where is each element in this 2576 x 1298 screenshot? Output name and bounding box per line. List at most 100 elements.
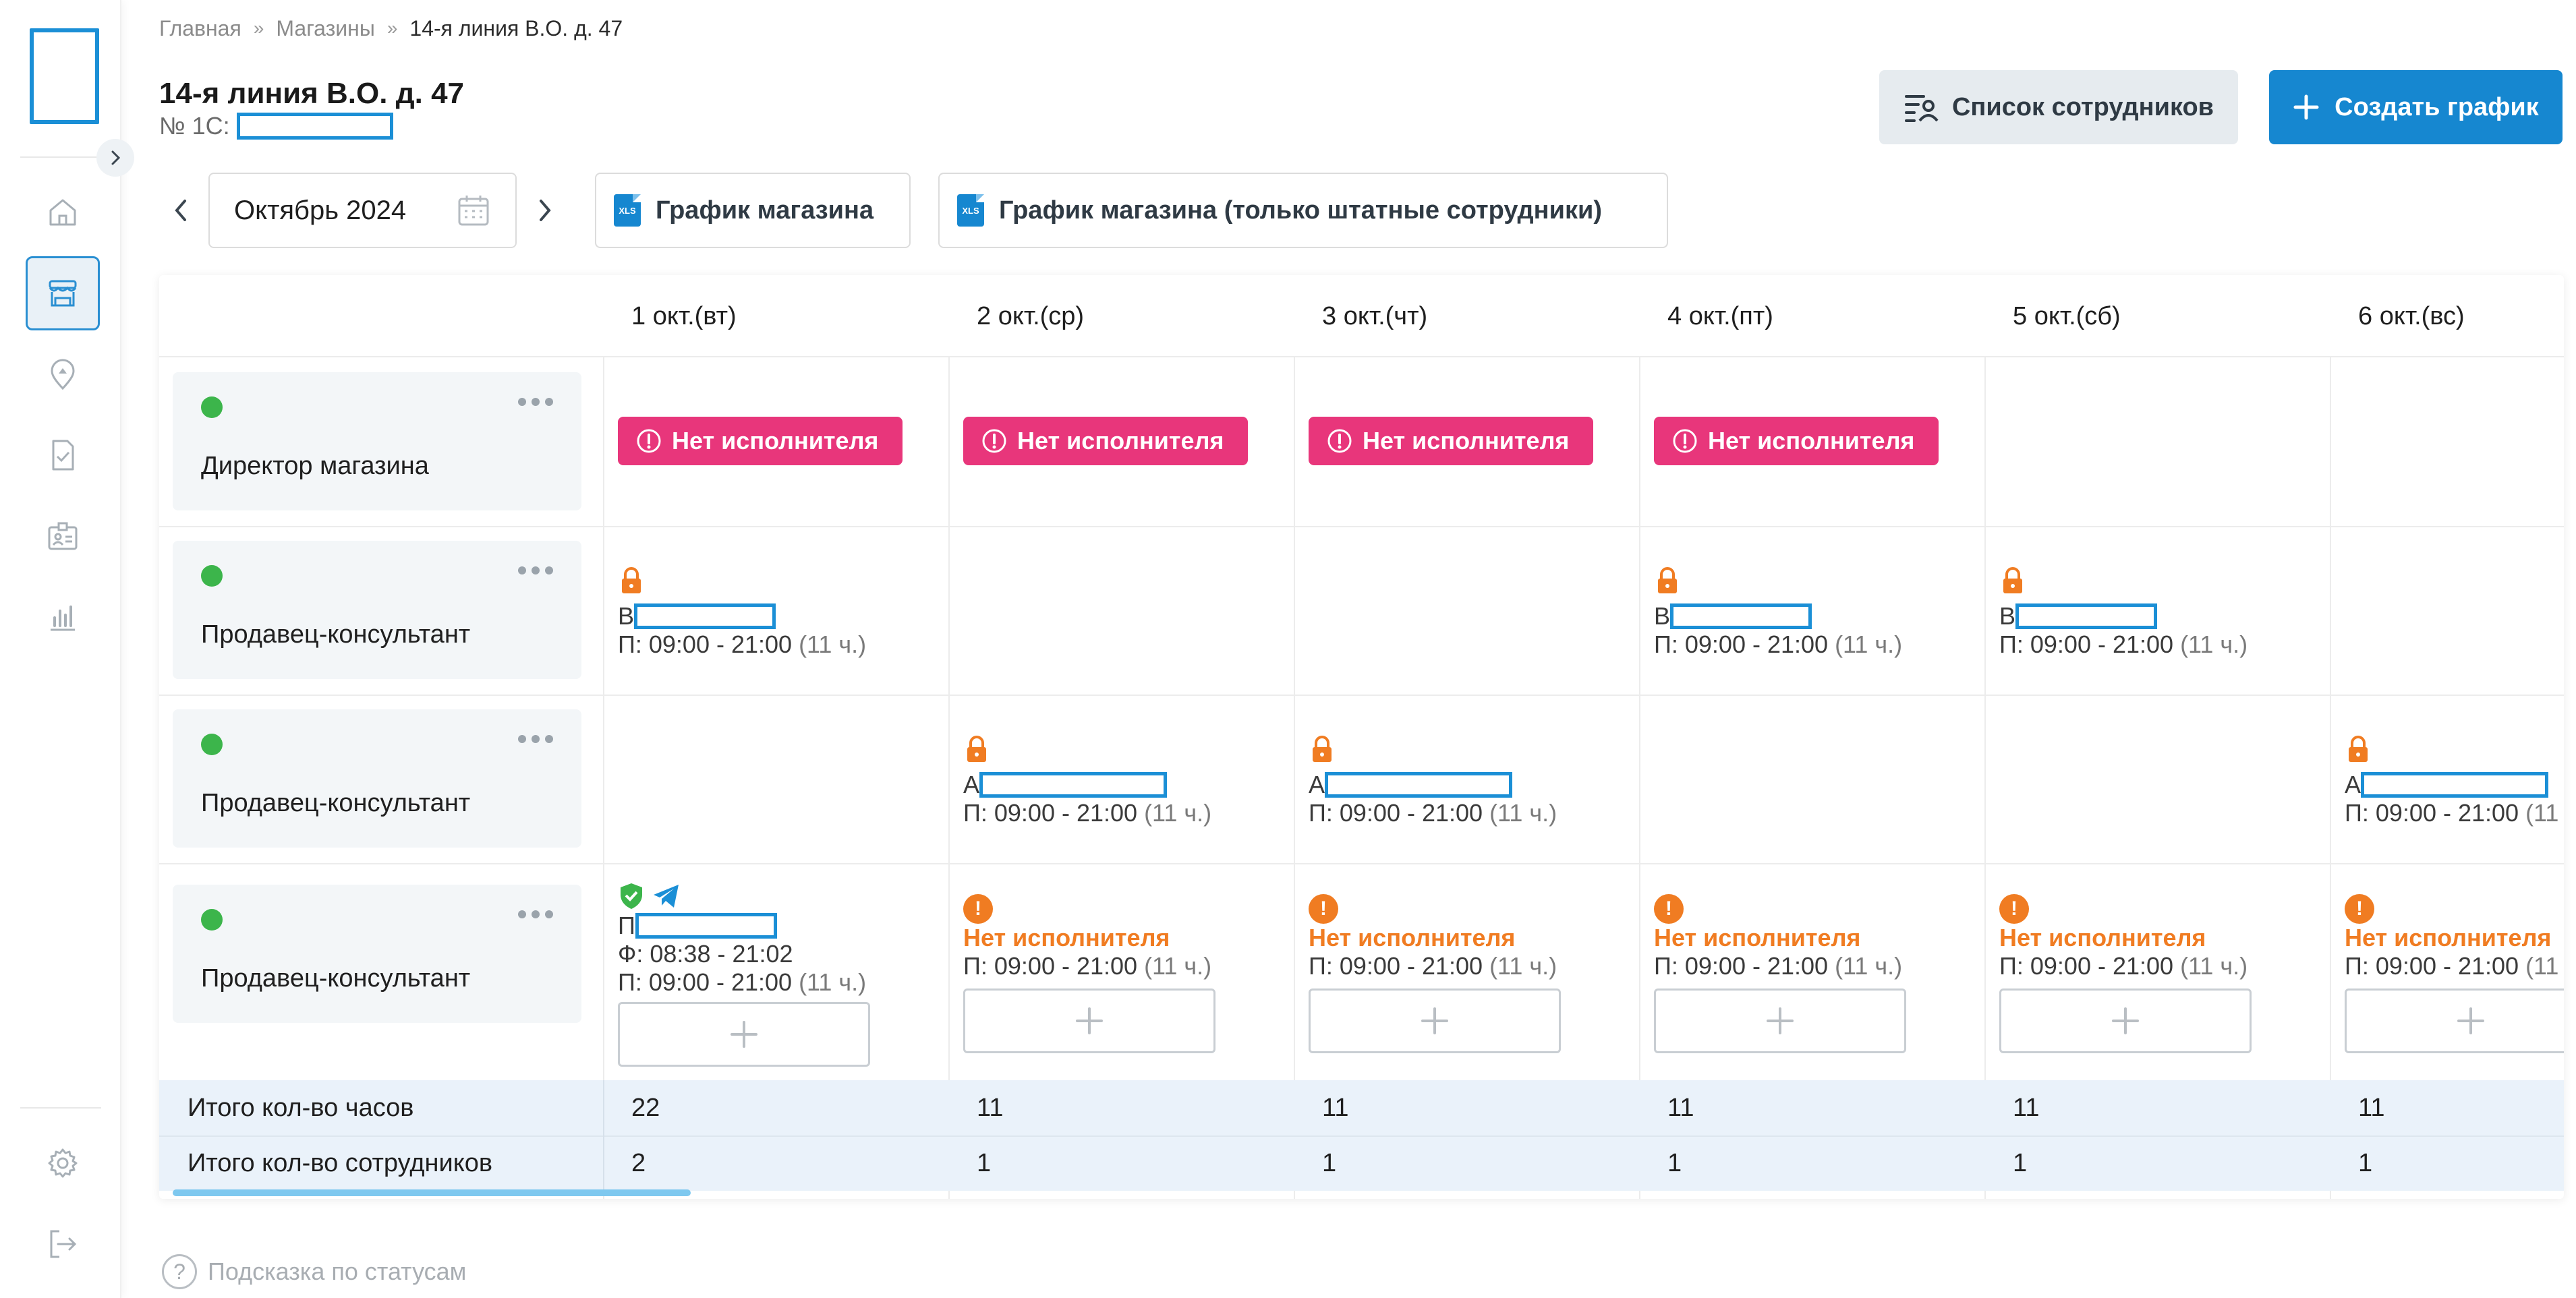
sidebar-item-tasks[interactable] xyxy=(26,418,100,492)
add-shift-button[interactable] xyxy=(1999,989,2252,1053)
create-schedule-button[interactable]: Создать график xyxy=(2269,70,2563,144)
add-shift-button[interactable] xyxy=(2345,989,2564,1053)
totals-staff-value: 2 xyxy=(631,1149,646,1177)
employee-name-redacted xyxy=(979,772,1168,798)
sidebar-expand-button[interactable] xyxy=(96,139,134,177)
store-code-label: № 1С: xyxy=(159,112,230,140)
breadcrumb-home[interactable]: Главная xyxy=(159,16,241,40)
more-options-icon[interactable] xyxy=(518,735,553,743)
sidebar-item-staff[interactable] xyxy=(26,499,100,573)
alert-circle-icon xyxy=(982,429,1006,453)
more-options-icon[interactable] xyxy=(518,566,553,574)
shift-plan: П: 09:00 - 21:00 xyxy=(963,799,1138,827)
no-executor-badge[interactable]: Нет исполнителя xyxy=(618,417,903,465)
plus-icon xyxy=(2457,1007,2484,1034)
shift-cell[interactable]: В П: 09:00 - 21:00 (11 ч.) xyxy=(1654,566,1902,659)
unassigned-shift-cell[interactable]: ! Нет исполнителя П: 09:00 - 21:00 (11 ч… xyxy=(1999,894,2248,980)
page-title: 14-я линия В.О. д. 47 xyxy=(159,77,465,110)
row-divider xyxy=(159,526,2564,527)
staff-list-button[interactable]: Список сотрудников xyxy=(1879,70,2238,144)
employee-name-redacted xyxy=(1670,603,1812,629)
shift-plan: П: 09:00 - 21:00 xyxy=(963,952,1138,980)
totals-hours-label: Итого кол-во часов xyxy=(188,1094,414,1122)
shift-cell[interactable]: В П: 09:00 - 21:00 (11 ч.) xyxy=(618,566,866,659)
alert-icon: ! xyxy=(2345,894,2374,924)
breadcrumb: Главная » Магазины » 14-я линия В.О. д. … xyxy=(159,15,623,42)
month-picker[interactable]: Октябрь 2024 xyxy=(208,173,517,248)
lock-icon xyxy=(2003,567,2022,593)
role-label: Продавец-консультант xyxy=(201,964,471,993)
calendar-icon xyxy=(458,196,489,226)
shift-cell[interactable]: В П: 09:00 - 21:00 (11 ч.) xyxy=(1999,566,2248,659)
alert-circle-icon xyxy=(1673,429,1697,453)
chevron-right-icon xyxy=(540,200,551,221)
role-card-consultant[interactable]: Продавец-консультант xyxy=(173,885,581,1023)
sidebar-item-locations[interactable] xyxy=(26,337,100,411)
role-card-consultant[interactable]: Продавец-консультант xyxy=(173,709,581,848)
grid-header-row: 1 окт.(вт) 2 окт.(ср) 3 окт.(чт) 4 окт.(… xyxy=(159,275,2564,357)
horizontal-scrollbar[interactable] xyxy=(173,1189,691,1196)
next-month-button[interactable] xyxy=(526,191,564,229)
employee-initial: А xyxy=(1309,771,1325,798)
breadcrumb-stores[interactable]: Магазины xyxy=(276,16,375,40)
chevron-right-icon xyxy=(111,150,121,165)
unassigned-shift-cell[interactable]: ! Нет исполнителя П: 09:00 - 21:00 (11 ч… xyxy=(1654,894,1902,980)
more-options-icon[interactable] xyxy=(518,910,553,918)
create-schedule-label: Создать график xyxy=(2335,92,2539,121)
no-executor-badge[interactable]: Нет исполнителя xyxy=(1654,417,1939,465)
column-divider xyxy=(948,357,950,1199)
shift-hours: (11 ч.) xyxy=(1835,952,1903,980)
alert-circle-icon xyxy=(637,429,661,453)
shift-cell[interactable]: А П: 09:00 - 21:00 (11 ч.) xyxy=(1309,735,1557,827)
sidebar-item-logout[interactable] xyxy=(26,1207,100,1281)
prev-month-button[interactable] xyxy=(162,191,200,229)
map-pin-icon xyxy=(51,359,75,390)
no-executor-badge[interactable]: Нет исполнителя xyxy=(963,417,1248,465)
question-icon: ? xyxy=(162,1254,197,1289)
sidebar-item-stores[interactable] xyxy=(26,256,100,330)
telegram-icon xyxy=(654,885,679,908)
unassigned-shift-cell[interactable]: ! Нет исполнителя П: 09:00 - 21:00 (11 ч… xyxy=(963,894,1211,980)
totals-hours-value: 11 xyxy=(2013,1094,2040,1122)
add-shift-button[interactable] xyxy=(618,1002,870,1067)
store-code-redacted xyxy=(236,113,393,140)
unassigned-shift-cell[interactable]: ! Нет исполнителя П: 09:00 - 21:00 (11 ч… xyxy=(2345,894,2562,980)
status-hint-label: Подсказка по статусам xyxy=(208,1258,467,1285)
lock-icon xyxy=(1658,567,1677,593)
shift-cell[interactable]: А П: 09:00 - 21:00 (11 ч.) xyxy=(2345,735,2562,827)
shift-hours: (11 ч.) xyxy=(799,968,867,996)
export-store-schedule-button[interactable]: XLS График магазина xyxy=(595,173,911,248)
day-header: 1 окт.(вт) xyxy=(631,302,737,330)
shift-cell[interactable]: А П: 09:00 - 21:00 (11 ч.) xyxy=(963,735,1211,827)
no-executor-badge[interactable]: Нет исполнителя xyxy=(1309,417,1593,465)
role-card-consultant[interactable]: Продавец-консультант xyxy=(173,541,581,679)
alert-icon: ! xyxy=(963,894,993,924)
unassigned-shift-cell[interactable]: ! Нет исполнителя П: 09:00 - 21:00 (11 ч… xyxy=(1309,894,1557,980)
employee-initial: В xyxy=(1999,602,2016,630)
export-store-staff-schedule-button[interactable]: XLS График магазина (только штатные сотр… xyxy=(938,173,1668,248)
add-shift-button[interactable] xyxy=(1309,989,1561,1053)
sidebar-item-home[interactable] xyxy=(26,175,100,249)
row-divider xyxy=(159,863,2564,864)
employee-initial: В xyxy=(1654,602,1671,630)
status-hint-link[interactable]: ? Подсказка по статусам xyxy=(162,1254,466,1289)
role-card-director[interactable]: Директор магазина xyxy=(173,372,581,510)
sidebar-item-reports[interactable] xyxy=(26,580,100,654)
sidebar-item-settings[interactable] xyxy=(26,1126,100,1200)
staff-list-icon xyxy=(1904,95,1939,122)
shift-plan: П: 09:00 - 21:00 xyxy=(1309,799,1483,827)
more-options-icon[interactable] xyxy=(518,398,553,406)
plus-icon xyxy=(2112,1007,2139,1034)
shift-cell[interactable]: П Ф: 08:38 - 21:02 П: 09:00 - 21:00 (11 … xyxy=(618,881,866,997)
logo[interactable] xyxy=(30,28,99,124)
shift-plan: П: 09:00 - 21:00 xyxy=(1999,630,2174,658)
column-divider xyxy=(603,357,604,1199)
shift-plan: П: 09:00 - 21:00 xyxy=(2345,952,2519,980)
alert-icon: ! xyxy=(1999,894,2029,924)
lock-icon xyxy=(967,736,986,762)
add-shift-button[interactable] xyxy=(963,989,1215,1053)
shift-hours: (11 ч.) xyxy=(2525,799,2562,827)
shift-fact: Ф: 08:38 - 21:02 xyxy=(618,940,793,968)
add-shift-button[interactable] xyxy=(1654,989,1906,1053)
shift-hours: (11 ч.) xyxy=(1489,799,1557,827)
